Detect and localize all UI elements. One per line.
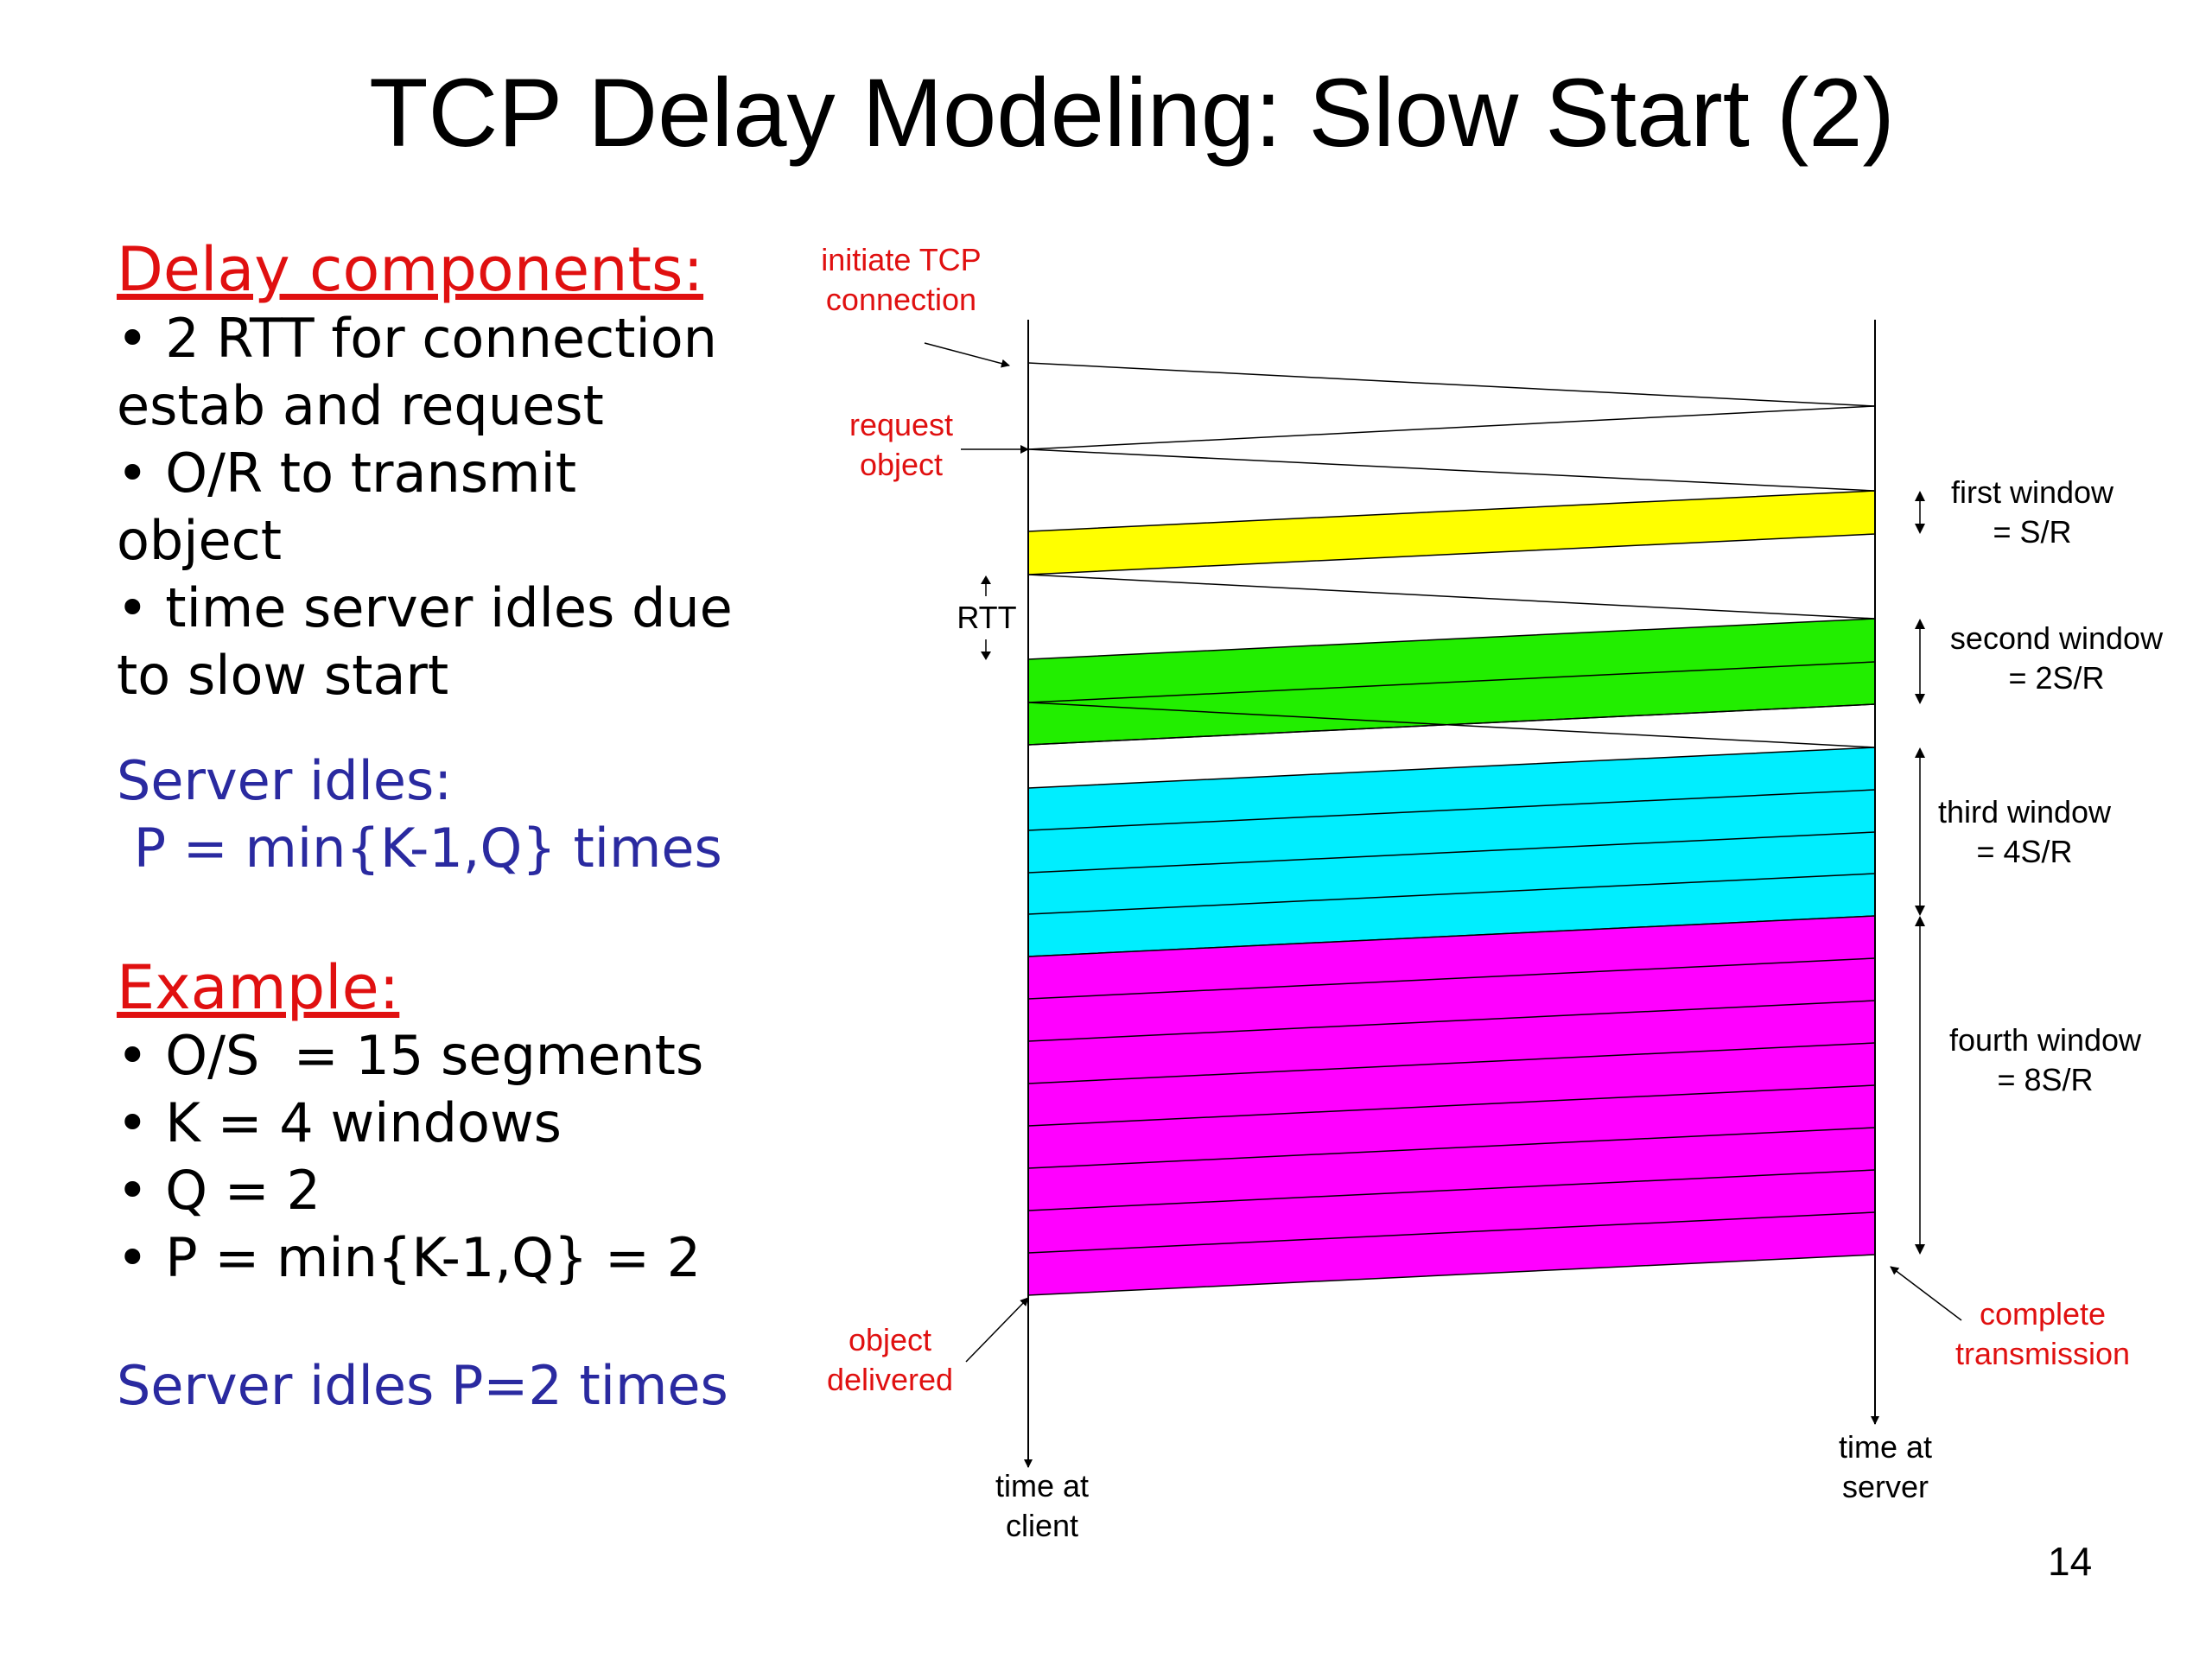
window-span-arrows: [1915, 491, 1925, 1255]
object-delivered-label-1: object: [849, 1322, 931, 1357]
second-window-label-2: = 2S/R: [2008, 660, 2104, 696]
server-axis-label-1: time at: [1839, 1429, 1932, 1465]
complete-arrow: [1890, 1266, 1962, 1321]
slide-title: TCP Delay Modeling: Slow Start (2): [369, 59, 1895, 167]
example-heading: Example:: [117, 951, 400, 1023]
first-window-label-1: first window: [1951, 474, 2114, 510]
complete-label-2: transmission: [1955, 1336, 2130, 1371]
example-item: • O/S = 15 segments: [117, 1024, 704, 1087]
third-window-label-1: third window: [1938, 794, 2112, 830]
client-axis-label-1: time at: [995, 1468, 1089, 1503]
first-window-band: [1027, 490, 1876, 575]
server-idles-label: Server idles:: [117, 748, 453, 812]
rtt-marker: [981, 575, 991, 660]
request-label-2: object: [860, 447, 943, 482]
example-item: • P = min{K-1,Q} = 2: [117, 1226, 702, 1289]
rtt-label: RTT: [957, 600, 1016, 635]
third-window-label-2: = 4S/R: [1976, 834, 2072, 869]
object-delivered-arrow: [965, 1297, 1029, 1363]
server-axis-label-2: server: [1842, 1469, 1929, 1504]
complete-label-1: complete: [1980, 1296, 2106, 1332]
handshake-lines: [1027, 362, 1876, 748]
initiate-label-2: connection: [826, 282, 976, 317]
first-window-label-2: = S/R: [1993, 514, 2071, 550]
server-idles-formula: P = min{K-1,Q} times: [117, 816, 722, 880]
delay-components-heading: Delay components:: [117, 234, 704, 305]
delay-item: estab and request: [117, 373, 604, 437]
left-column: Delay components: • 2 RTT for connection…: [117, 235, 808, 1420]
object-delivered-label-2: delivered: [827, 1362, 953, 1397]
client-axis-label-2: client: [1006, 1508, 1078, 1543]
second-window-label-1: second window: [1950, 620, 2164, 656]
delay-item: • O/R to transmit: [117, 441, 577, 505]
segment-separators: [1027, 661, 1876, 1254]
page-number: 14: [2048, 1539, 2093, 1584]
delay-item: • time server idles due: [117, 575, 733, 639]
delay-item: object: [117, 508, 283, 572]
request-label-1: request: [849, 407, 953, 442]
example-item: • K = 4 windows: [117, 1091, 562, 1154]
example-item: • Q = 2: [117, 1159, 321, 1222]
fourth-window-label-2: = 8S/R: [1997, 1062, 2093, 1097]
delay-item: • 2 RTT for connection: [117, 306, 717, 370]
server-idles-conclusion: Server idles P=2 times: [117, 1354, 728, 1417]
initiate-label-1: initiate TCP: [821, 242, 981, 277]
delay-item: to slow start: [117, 643, 449, 707]
initiate-arrow: [924, 342, 1010, 368]
fourth-window-label-1: fourth window: [1949, 1022, 2142, 1058]
